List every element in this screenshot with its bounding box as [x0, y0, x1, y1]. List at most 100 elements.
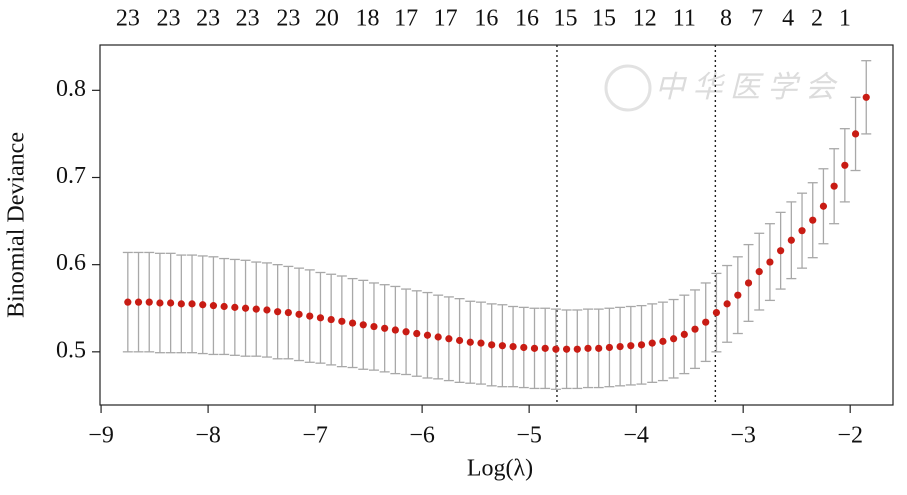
top-tick-label: 15: [592, 6, 616, 32]
plot-frame: [99, 44, 894, 406]
y-tick-label: 0.5: [56, 337, 86, 363]
point: [423, 331, 432, 339]
point: [274, 308, 282, 316]
point: [177, 300, 185, 308]
watermark: 中 华 医 学 会: [655, 71, 838, 104]
point: [530, 344, 539, 352]
point: [241, 304, 250, 312]
point: [659, 337, 667, 345]
x-axis-label: Log(λ): [467, 456, 533, 482]
point: [809, 216, 817, 224]
point: [498, 342, 506, 350]
point: [327, 315, 335, 324]
point: [723, 300, 731, 308]
point: [862, 93, 870, 101]
x-tick-label: −9: [88, 423, 114, 449]
point: [712, 309, 721, 317]
top-tick-label: 23: [156, 6, 180, 32]
point: [541, 344, 549, 352]
top-tick-label: 8: [720, 6, 732, 32]
point: [263, 306, 271, 314]
point: [466, 338, 474, 346]
top-tick-label: 12: [633, 6, 657, 32]
top-tick-label: 11: [673, 6, 696, 32]
point: [445, 335, 453, 343]
top-tick-label: 23: [196, 6, 220, 32]
x-tick-label: −2: [837, 423, 863, 449]
top-tick-label: 23: [116, 6, 140, 32]
point: [316, 314, 325, 322]
point: [231, 303, 239, 311]
y-axis-label: Binomial Deviance: [4, 132, 30, 318]
point: [777, 247, 785, 255]
point: [841, 161, 849, 169]
point: [734, 291, 742, 299]
point: [402, 328, 410, 336]
point: [434, 333, 442, 341]
top-tick-label: 1: [839, 6, 851, 32]
point: [648, 339, 656, 347]
point: [348, 319, 357, 327]
x-tick-label: −8: [195, 423, 221, 449]
point: [477, 339, 485, 347]
point: [220, 302, 228, 311]
point: [787, 236, 795, 244]
point: [381, 324, 389, 332]
point: [134, 298, 143, 306]
point: [702, 318, 710, 326]
point: [670, 335, 678, 343]
top-tick-label: 18: [356, 6, 380, 32]
point: [851, 130, 860, 138]
point: [616, 342, 624, 351]
point: [145, 298, 153, 306]
top-tick-label: 17: [394, 6, 418, 32]
point: [124, 298, 132, 306]
point: [391, 326, 399, 334]
point: [819, 202, 828, 210]
point: [744, 279, 753, 287]
top-tick-label: 15: [554, 6, 578, 32]
top-tick-label: 4: [782, 6, 794, 32]
point: [413, 329, 421, 338]
point: [562, 345, 571, 353]
point: [798, 227, 806, 235]
y-tick-label: 0.8: [56, 76, 86, 102]
top-tick-label: 16: [515, 6, 539, 32]
x-tick-label: −5: [516, 423, 542, 449]
point: [188, 300, 196, 308]
point: [284, 309, 292, 317]
point: [627, 342, 635, 350]
x-tick-label: −6: [409, 423, 435, 449]
top-tick-label: 20: [315, 6, 339, 32]
top-tick-label: 23: [236, 6, 260, 32]
point: [455, 336, 464, 345]
top-tick-label: 23: [276, 6, 300, 32]
point: [680, 330, 688, 338]
point: [520, 343, 528, 352]
point: [306, 312, 314, 320]
top-tick-label: 17: [434, 6, 458, 32]
point: [509, 342, 517, 351]
y-tick-label: 0.6: [56, 250, 86, 276]
point: [766, 258, 774, 266]
point: [755, 268, 763, 276]
point: [156, 299, 164, 307]
x-tick-label: −7: [302, 423, 328, 449]
point: [584, 344, 592, 352]
watermark-logo: [604, 64, 652, 112]
point: [488, 341, 496, 349]
point: [605, 343, 614, 352]
y-tick-label: 0.7: [56, 163, 86, 189]
point: [338, 317, 346, 325]
top-tick-label: 16: [474, 6, 498, 32]
point: [209, 302, 218, 310]
point: [295, 310, 303, 318]
point: [370, 322, 378, 331]
point: [359, 321, 367, 329]
top-tick-label: 2: [811, 6, 823, 32]
point: [252, 305, 260, 313]
x-tick-label: −4: [623, 423, 649, 449]
point: [830, 182, 838, 190]
